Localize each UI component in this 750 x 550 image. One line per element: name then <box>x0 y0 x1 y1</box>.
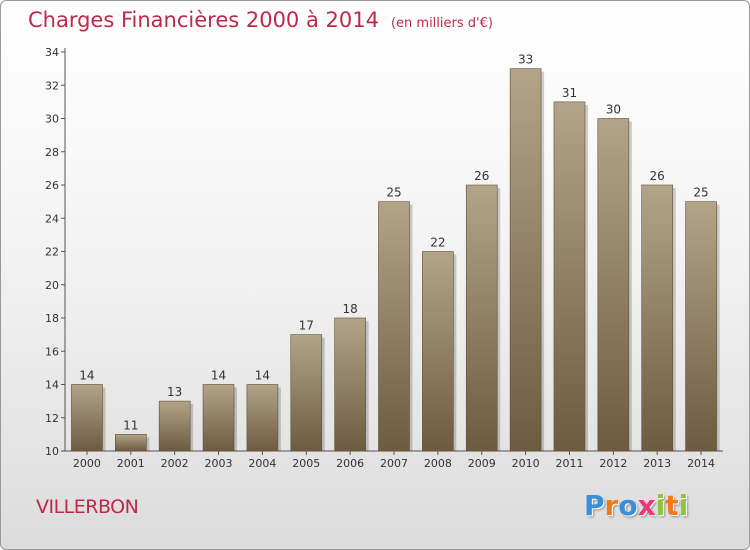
bar <box>422 251 454 452</box>
bar <box>509 68 542 452</box>
data-label: 26 <box>474 169 489 183</box>
y-tick-label: 34 <box>45 46 59 59</box>
data-label: 33 <box>518 53 533 67</box>
logo-letter: P <box>584 489 605 522</box>
bar <box>553 101 586 452</box>
y-tick-label: 28 <box>45 146 59 159</box>
axes: 10 12 14 16 18 20 22 24 26 28 30 32 34 2000 2001 2002 20… <box>45 46 723 470</box>
logo-letter: x <box>637 489 656 522</box>
y-tick-label: 24 <box>45 212 59 225</box>
x-tick-label: 2011 <box>555 457 583 470</box>
bar <box>597 118 630 452</box>
data-label: 14 <box>255 369 270 383</box>
y-tick-label: 22 <box>45 246 59 259</box>
bar <box>158 400 191 452</box>
x-tick-label: 2014 <box>687 457 715 470</box>
bar <box>71 384 103 452</box>
y-tick-label: 26 <box>45 179 59 192</box>
chart-title-text: Charges Financières 2000 à 2014 <box>28 8 379 32</box>
x-tick-label: 2006 <box>336 457 364 470</box>
data-label: 18 <box>342 302 357 316</box>
x-tick-label: 2007 <box>380 457 408 470</box>
y-tick-label: 14 <box>45 379 59 392</box>
logo-letter: r <box>604 489 619 522</box>
data-label: 14 <box>79 369 94 383</box>
bar <box>115 434 147 452</box>
bar <box>378 201 410 452</box>
y-tick-label: 12 <box>45 412 59 425</box>
x-tick-label: 2013 <box>643 457 671 470</box>
bar <box>641 184 674 452</box>
data-label: 22 <box>430 236 445 250</box>
y-tick-label: 10 <box>45 445 59 458</box>
bar <box>334 317 366 452</box>
commune-name: VILLERBON <box>36 496 139 518</box>
y-tick-label: 30 <box>45 113 59 126</box>
data-label: 30 <box>606 103 621 117</box>
data-label: 31 <box>562 86 577 100</box>
unit-label: (en milliers d'€) <box>390 16 493 31</box>
x-tick-label: 2000 <box>73 457 101 470</box>
y-tick-label: 20 <box>45 279 59 292</box>
data-label: 14 <box>211 369 226 383</box>
data-label: 25 <box>693 186 708 200</box>
x-tick-label: 2004 <box>248 457 276 470</box>
x-tick-label: 2009 <box>468 457 496 470</box>
x-tick-label: 2005 <box>292 457 320 470</box>
y-tick-label: 16 <box>45 345 59 358</box>
chart-title: Charges Financières 2000 à 2014 (en milli… <box>28 8 493 32</box>
y-tick-label: 32 <box>45 79 59 92</box>
bars: 14 11 13 14 14 17 18 25 22 26 33 31 30 26 25 <box>71 53 720 452</box>
data-label: 17 <box>299 319 314 333</box>
logo-letter: i <box>655 489 666 522</box>
logo-letter: t <box>665 489 679 522</box>
data-label: 13 <box>167 385 182 399</box>
bar <box>685 201 717 452</box>
logo-letter: o <box>618 489 638 522</box>
bar <box>465 184 498 452</box>
data-label: 26 <box>650 169 665 183</box>
bar <box>246 384 279 452</box>
x-tick-label: 2003 <box>205 457 233 470</box>
logo-letter: i <box>678 489 689 522</box>
x-tick-label: 2008 <box>424 457 452 470</box>
bar <box>290 334 323 452</box>
x-tick-label: 2010 <box>512 457 540 470</box>
y-tick-label: 18 <box>45 312 59 325</box>
data-label: 25 <box>386 186 401 200</box>
x-tick-label: 2001 <box>117 457 145 470</box>
bar <box>202 384 235 452</box>
x-tick-label: 2002 <box>161 457 189 470</box>
data-label: 11 <box>123 418 138 432</box>
x-tick-label: 2012 <box>599 457 627 470</box>
proxiti-logo[interactable]: Proxiti <box>584 489 688 522</box>
